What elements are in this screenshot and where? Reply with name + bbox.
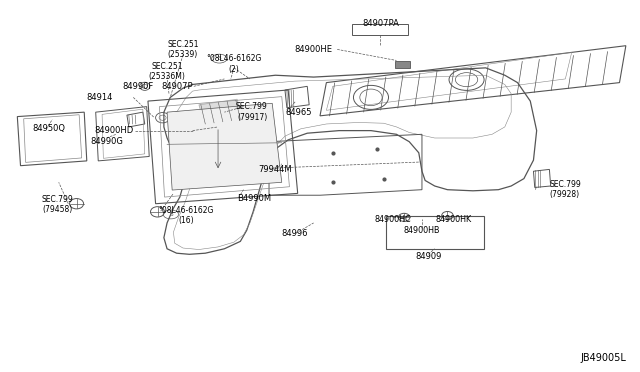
Text: 84950Q: 84950Q — [32, 124, 65, 133]
Text: B4990M: B4990M — [237, 195, 271, 203]
Text: SEC.799
(79458): SEC.799 (79458) — [42, 195, 74, 214]
Text: B: B — [169, 212, 173, 217]
Text: 84990F: 84990F — [123, 82, 154, 91]
Text: 84900HE: 84900HE — [295, 45, 333, 54]
Text: 84909: 84909 — [415, 251, 442, 261]
Text: JB49005L: JB49005L — [580, 353, 626, 363]
Text: SEC.251
(25336M): SEC.251 (25336M) — [148, 62, 186, 81]
FancyBboxPatch shape — [394, 61, 410, 68]
Text: 84914: 84914 — [86, 93, 113, 102]
Text: 79944M: 79944M — [259, 165, 292, 174]
Bar — [386, 215, 484, 249]
Text: 84900HB: 84900HB — [404, 226, 440, 235]
Polygon shape — [199, 99, 243, 124]
Text: B: B — [218, 56, 221, 61]
Bar — [352, 23, 408, 35]
Polygon shape — [167, 103, 282, 190]
Text: 84907P: 84907P — [161, 82, 193, 91]
Text: °08L46-6162G
(16): °08L46-6162G (16) — [159, 206, 214, 225]
Text: °08L46-6162G
(2): °08L46-6162G (2) — [206, 54, 262, 74]
Text: SEC.251
(25339): SEC.251 (25339) — [167, 40, 199, 59]
Text: 84990G: 84990G — [90, 137, 123, 146]
Text: SEC.799
(79928): SEC.799 (79928) — [549, 180, 581, 199]
Text: 84900HC: 84900HC — [375, 215, 412, 224]
Text: 84996: 84996 — [281, 230, 308, 238]
Text: SEC.799
(79917): SEC.799 (79917) — [236, 102, 268, 122]
Text: 84965: 84965 — [285, 108, 312, 117]
Text: 84900HK: 84900HK — [436, 215, 472, 224]
Text: 84900HD: 84900HD — [95, 126, 134, 135]
Text: 84907PA: 84907PA — [362, 19, 399, 28]
